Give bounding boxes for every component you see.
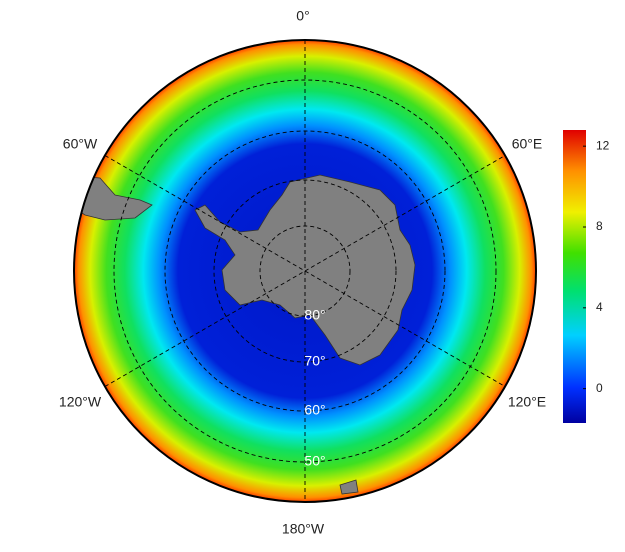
- colorbar-tick-label: 12: [596, 138, 610, 152]
- lon-label: 120°W: [59, 394, 102, 410]
- lon-label: 180°W: [282, 521, 325, 537]
- graticule: [104, 40, 506, 502]
- lon-label: 60°E: [512, 136, 543, 152]
- lon-label: 0°: [296, 8, 309, 24]
- map-border: [73, 39, 537, 503]
- island: [339, 479, 359, 495]
- antarctica: [194, 174, 416, 366]
- lat-circle: [113, 79, 497, 463]
- lat-label: 70°: [304, 353, 325, 369]
- lat-label: 50°: [304, 453, 325, 469]
- colorbar-tick-label: 8: [596, 219, 603, 233]
- lon-label: 60°W: [63, 136, 98, 152]
- colorbar-tick-label: 4: [596, 300, 603, 314]
- lon-label: 120°E: [508, 394, 546, 410]
- lat-label: 60°: [304, 402, 325, 418]
- lat-label: 80°: [304, 307, 325, 323]
- colorbar: [563, 130, 586, 423]
- sst-field: [74, 40, 536, 502]
- colorbar-tick-label: 0: [596, 381, 603, 395]
